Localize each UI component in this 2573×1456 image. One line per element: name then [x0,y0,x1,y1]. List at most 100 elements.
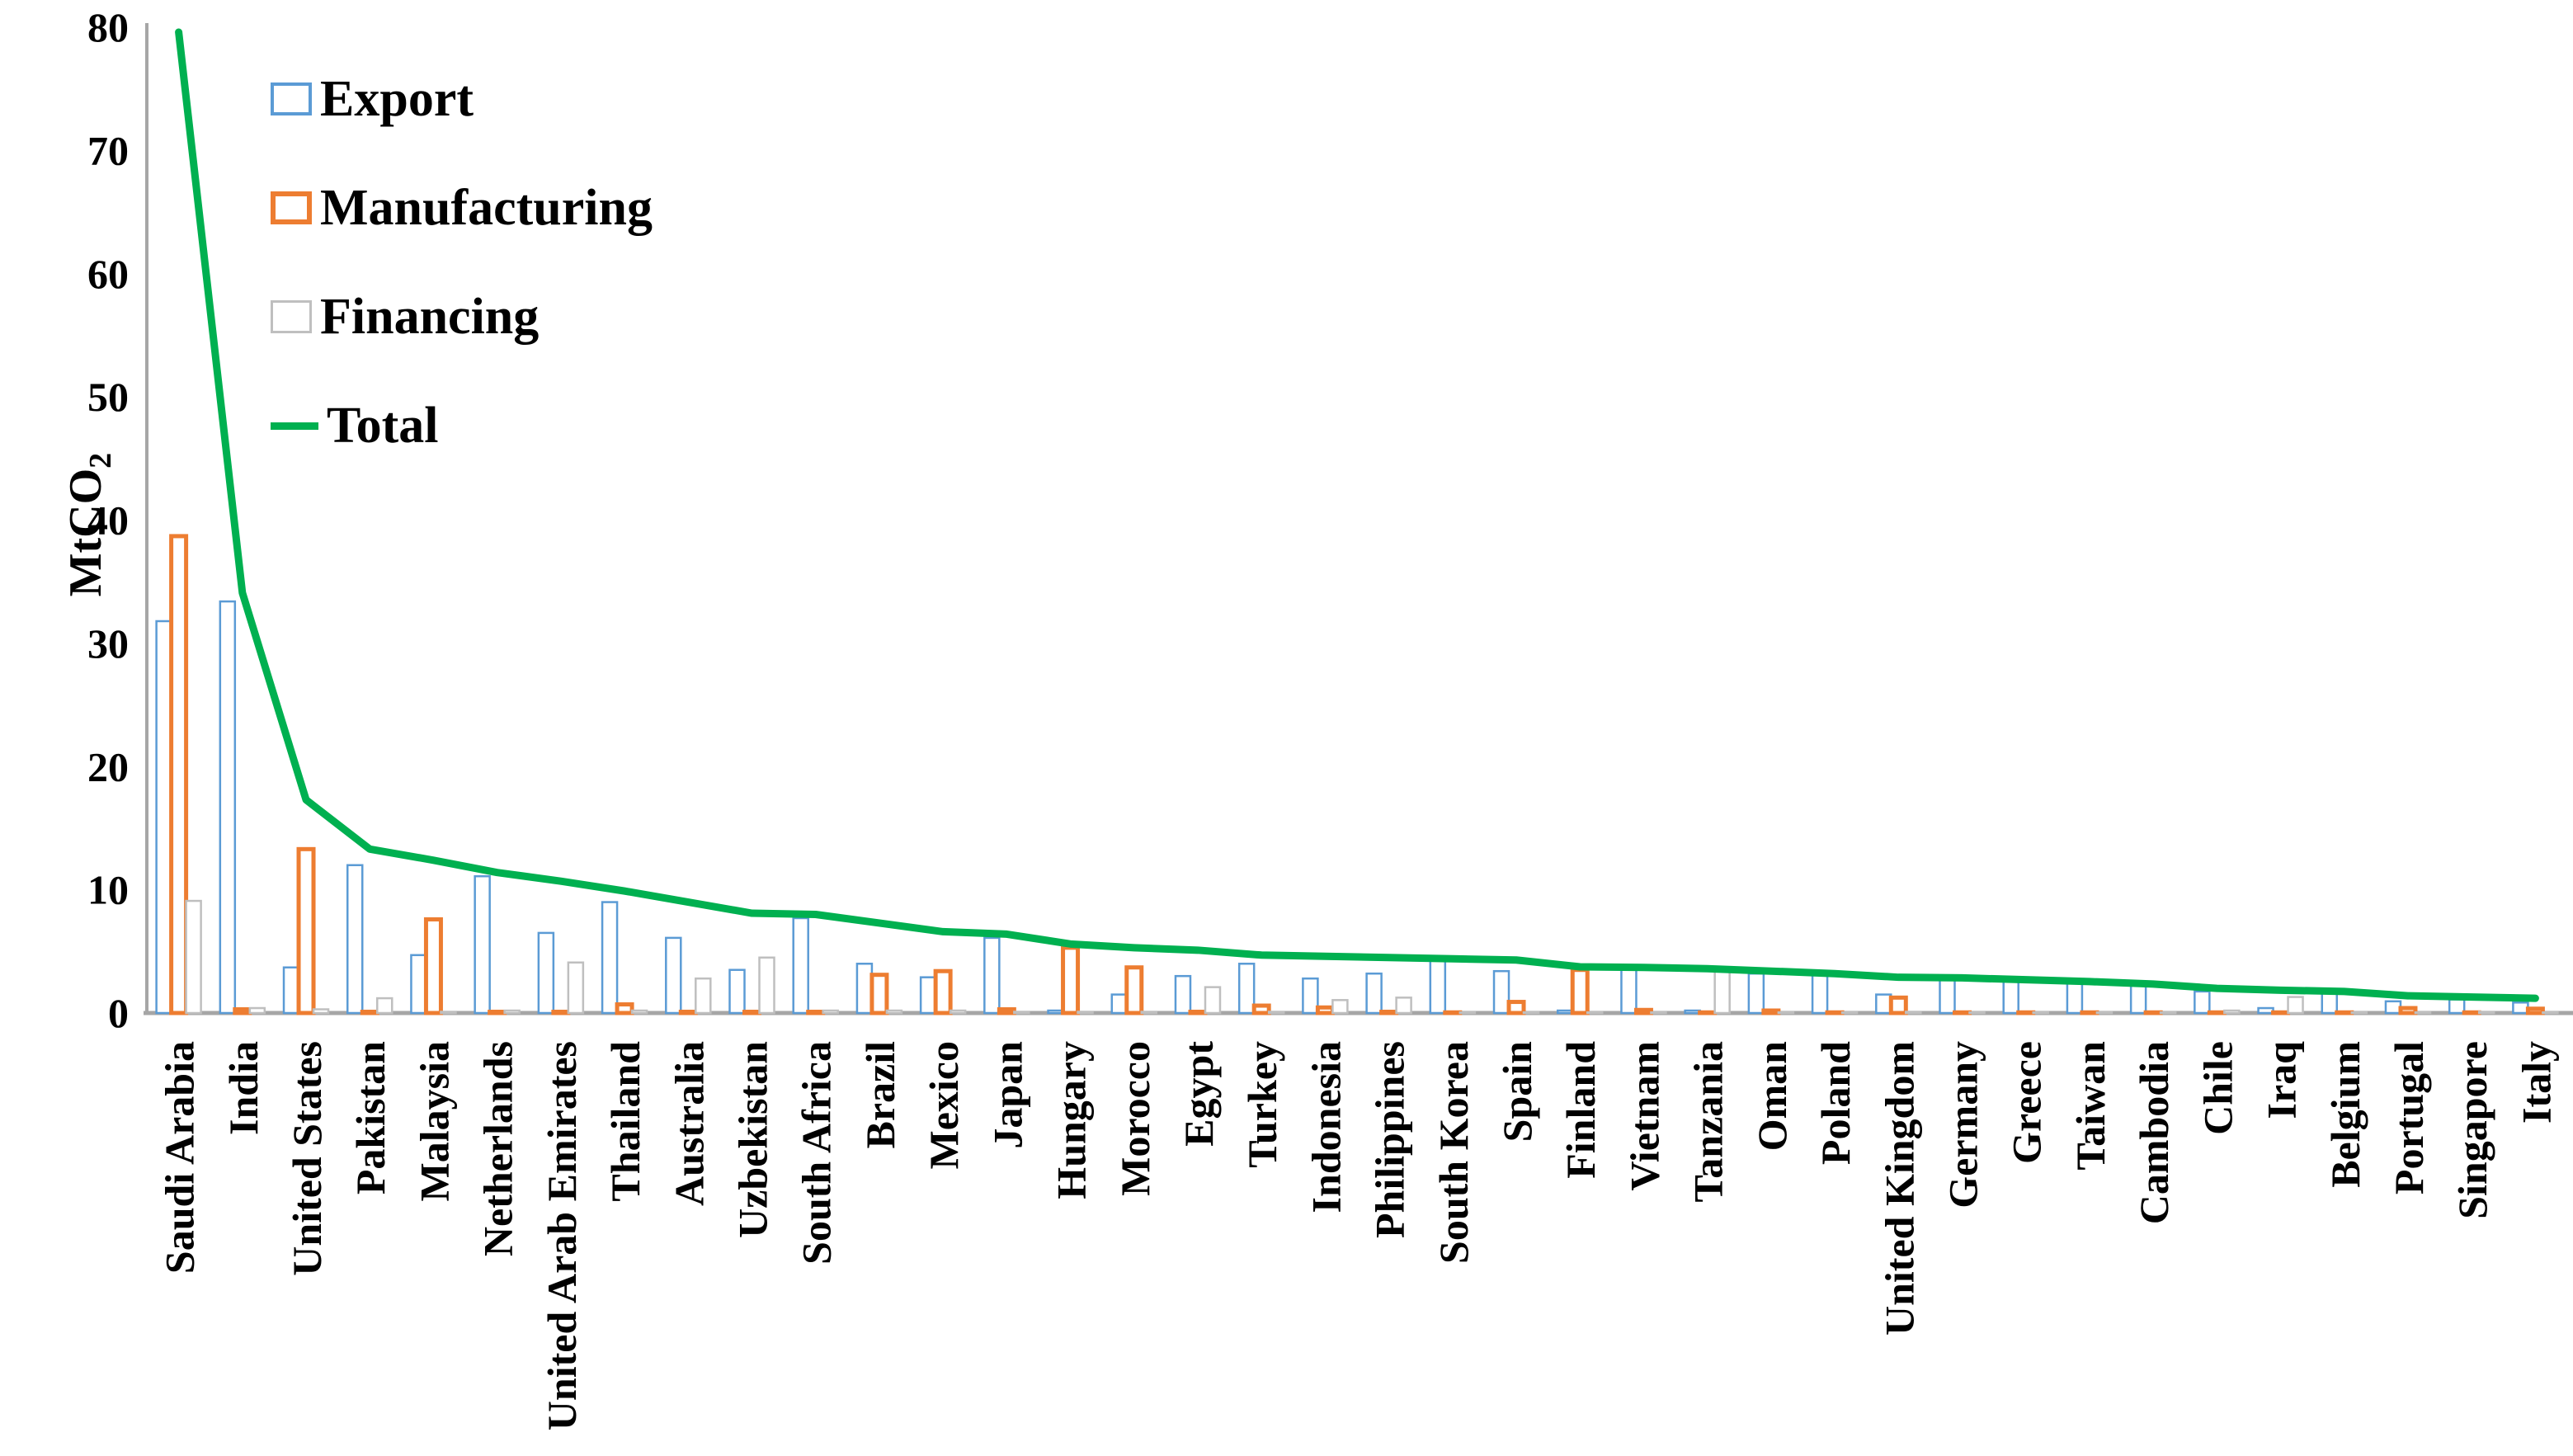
bar-manufacturing [488,1010,507,1015]
bar-export [792,916,809,1015]
x-tick-label: United Kingdom [1876,1041,1922,1336]
x-tick-label: South Africa [794,1041,840,1265]
bar-manufacturing [1633,1007,1653,1015]
bar-manufacturing [2525,1006,2545,1015]
bar-export [2066,981,2084,1015]
bar-financing [1267,1011,1285,1015]
y-tick-label: 0 [108,990,129,1036]
x-tick-label: Portugal [2386,1041,2432,1194]
bar-manufacturing [169,534,189,1015]
x-tick-label: Brazil [857,1041,903,1149]
legend-item-manufacturing: Manufacturing [271,181,653,234]
bar-manufacturing [997,1007,1016,1015]
bar-export [219,600,237,1015]
bar-financing [1331,999,1349,1015]
x-tick-label: Indonesia [1303,1041,1349,1213]
bar-manufacturing [1188,1010,1208,1015]
bar-financing [2159,1011,2177,1015]
x-tick-label: Chile [2194,1041,2241,1135]
bar-manufacturing [2398,1006,2418,1015]
bar-manufacturing [360,1010,379,1015]
x-tick-label: Japan [984,1041,1030,1149]
x-tick-label: Greece [2004,1041,2050,1164]
bar-financing [885,1009,903,1015]
y-axis-title: MtCO2 [59,426,119,624]
bar-manufacturing [678,1010,698,1015]
bar-manufacturing [869,973,889,1015]
legend-label-export: Export [320,71,474,127]
bar-manufacturing [806,1010,826,1015]
bar-financing [1968,1011,1986,1015]
x-tick-label: Philippines [1367,1041,1413,1238]
bar-financing [503,1009,521,1015]
bar-export [855,963,874,1015]
bar-financing [312,1008,330,1015]
x-tick-label: Hungary [1049,1041,1095,1199]
bar-financing [2287,996,2304,1015]
x-tick-label: Cambodia [2131,1041,2177,1224]
bar-manufacturing [2143,1010,2163,1015]
bar-export [1811,973,1829,1015]
y-tick-label: 30 [87,620,129,667]
x-tick-label: Germany [1940,1041,1986,1209]
bar-manufacturing [296,846,316,1015]
bar-export [155,620,172,1015]
bar-financing [630,1009,648,1015]
bar-export [410,954,427,1015]
bar-manufacturing [551,1010,571,1015]
bar-financing [1650,1011,1667,1015]
x-tick-label: United States [284,1041,330,1276]
bar-manufacturing [1061,945,1081,1015]
x-tick-label: Egypt [1176,1041,1222,1147]
y-axis-title-sub: 2 [83,452,119,469]
bar-financing [567,961,585,1015]
bar-export [1047,1009,1064,1015]
y-tick-label: 50 [87,374,129,420]
bar-export [665,936,682,1015]
x-tick-label: Oman [1749,1041,1795,1152]
x-tick-label: Thailand [602,1041,648,1202]
x-tick-label: India [220,1041,266,1135]
bar-manufacturing [1443,1010,1463,1015]
bar-manufacturing [1251,1003,1271,1015]
x-tick-label: Vietnam [1621,1041,1667,1190]
financing-swatch-icon [271,300,312,333]
bar-manufacturing [933,968,953,1015]
y-tick-label: 20 [87,743,129,789]
bar-financing [1459,1011,1477,1015]
x-tick-label: Turkey [1239,1041,1285,1168]
bar-manufacturing [1761,1008,1781,1015]
bar-manufacturing [1506,1000,1526,1015]
bar-financing [248,1006,266,1015]
bar-manufacturing [2207,1010,2227,1015]
bar-export [474,874,491,1015]
bar-financing [2542,1011,2559,1015]
bar-manufacturing [2080,1010,2099,1015]
bar-financing [375,997,393,1015]
x-tick-label: Poland [1812,1041,1859,1165]
x-tick-label: Taiwan [2067,1041,2114,1171]
x-tick-label: Australia [666,1041,712,1206]
bar-financing [1204,986,1222,1015]
bar-financing [2095,1011,2114,1015]
bar-manufacturing [742,1010,761,1015]
bar-financing [2350,1011,2368,1015]
bar-manufacturing [233,1007,252,1015]
legend-label-manufacturing: Manufacturing [320,180,653,236]
x-tick-label: Italy [2513,1041,2559,1124]
bar-export [601,901,619,1015]
bar-financing [1840,1011,1859,1015]
bar-manufacturing [1124,965,1144,1015]
bar-manufacturing [1570,968,1590,1015]
bar-financing [1077,1011,1094,1015]
bar-manufacturing [1379,1010,1399,1015]
legend-item-total: Total [271,399,653,452]
bar-export [1174,974,1192,1015]
bar-export [919,976,937,1015]
bar-manufacturing [1315,1005,1335,1015]
x-tick-label: Singapore [2449,1041,2495,1219]
bar-export [346,864,364,1015]
bar-financing [1522,1011,1540,1015]
bar-financing [1140,1011,1158,1015]
